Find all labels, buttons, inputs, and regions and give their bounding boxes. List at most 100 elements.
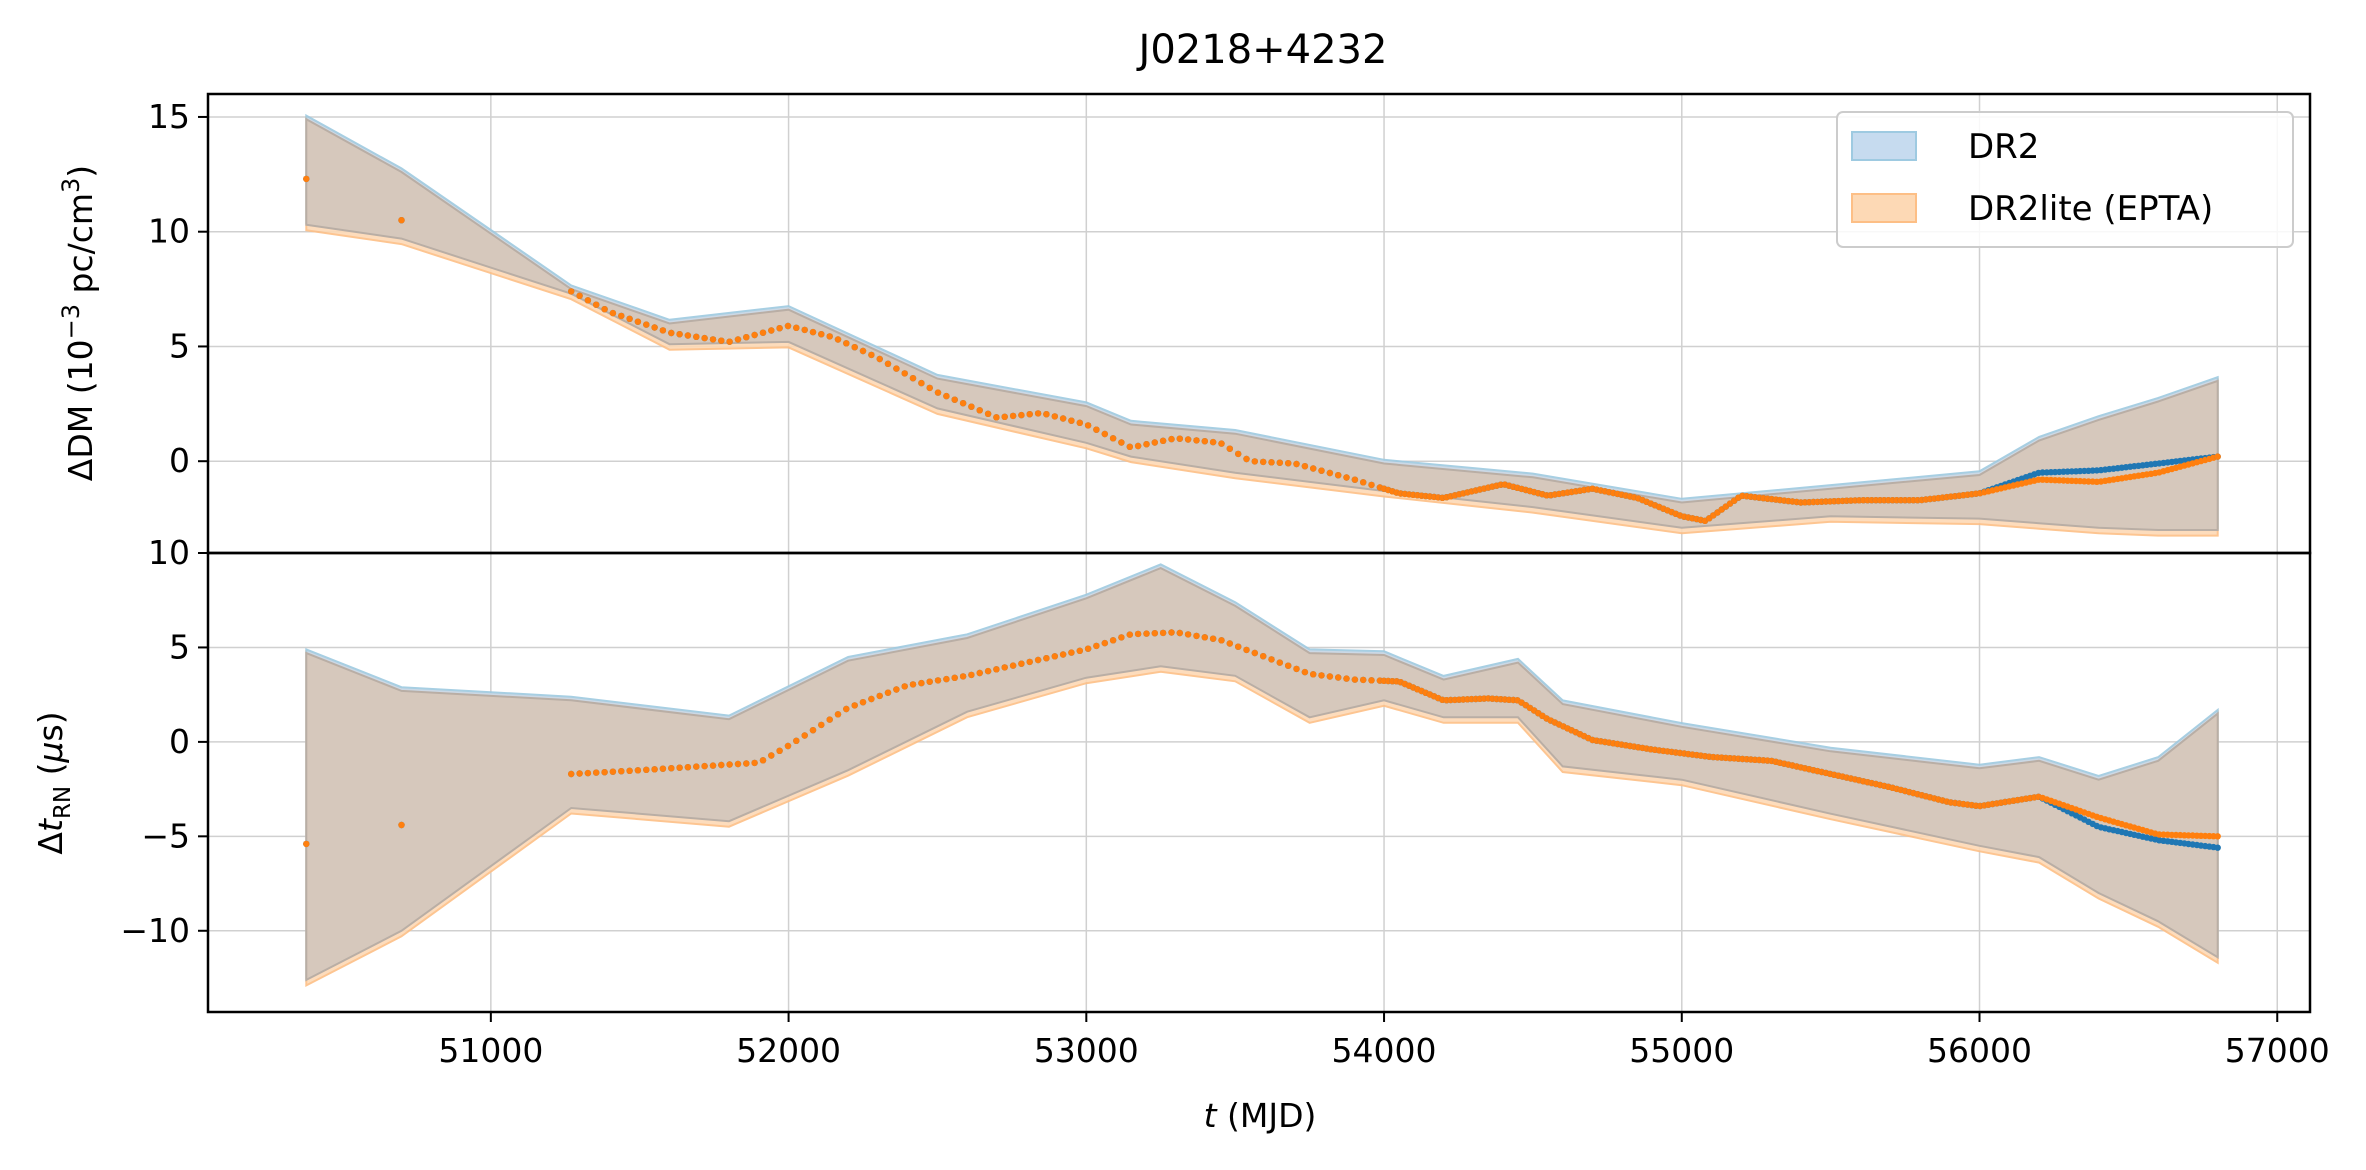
- point-dr2lite: [303, 840, 310, 848]
- point-dr2lite: [1168, 629, 1175, 636]
- point-dr2lite: [751, 759, 758, 767]
- panel-dm: 0 5 10 15: [148, 94, 2310, 553]
- point-dr2lite: [1101, 639, 1109, 647]
- point-dr2lite: [1226, 640, 1234, 647]
- point-dr2lite: [1318, 467, 1325, 474]
- point-dr2lite: [743, 334, 750, 341]
- point-dr2lite: [1368, 481, 1375, 489]
- point-dr2: [2214, 844, 2221, 851]
- point-dr2lite: [651, 766, 658, 773]
- point-dr2lite: [1218, 637, 1225, 644]
- y-tick-label: −5: [141, 816, 190, 855]
- point-dr2lite: [1059, 651, 1067, 658]
- point-dr2lite: [709, 762, 717, 769]
- y-tick-label: 15: [148, 97, 190, 136]
- point-dr2lite: [851, 344, 858, 351]
- point-dr2lite: [626, 767, 633, 774]
- y-tick-label: 0: [169, 441, 190, 480]
- legend-label-dr2lite: DR2lite (EPTA): [1968, 189, 2213, 229]
- point-dr2lite: [959, 400, 967, 407]
- point-dr2lite: [1201, 438, 1209, 445]
- point-dr2lite: [993, 666, 1000, 673]
- point-dr2lite: [943, 675, 950, 683]
- point-dr2lite: [718, 761, 725, 769]
- point-dr2lite: [909, 681, 917, 688]
- point-dr2lite: [1276, 459, 1284, 466]
- legend-frame: [1836, 111, 2294, 248]
- point-dr2lite: [1051, 653, 1059, 660]
- point-dr2lite: [1209, 438, 1217, 446]
- point-dr2lite: [593, 769, 600, 776]
- point-dr2lite: [1009, 412, 1017, 420]
- point-dr2lite: [1001, 664, 1008, 671]
- point-dr2lite: [868, 695, 875, 703]
- point-dr2lite: [1043, 411, 1050, 418]
- point-dr2lite: [1159, 437, 1167, 444]
- point-dr2lite: [951, 674, 958, 681]
- point-dr2lite: [1243, 455, 1250, 463]
- y-tick-label: 10: [148, 212, 190, 251]
- point-dr2lite: [984, 667, 992, 675]
- point-dr2lite: [1159, 629, 1167, 637]
- point-dr2lite: [934, 677, 942, 684]
- point-dr2lite: [801, 326, 808, 334]
- point-dr2lite: [734, 336, 742, 343]
- point-dr2lite: [784, 742, 792, 750]
- point-dr2lite: [1126, 443, 1134, 450]
- y-ticks-bottom: −10 −5 0 5 10: [120, 533, 208, 950]
- point-dr2lite: [726, 338, 733, 345]
- point-dr2lite: [818, 331, 825, 338]
- point-dr2lite: [926, 384, 933, 392]
- point-dr2lite: [1301, 668, 1309, 676]
- point-dr2lite: [1143, 630, 1150, 637]
- point-dr2lite: [643, 321, 650, 328]
- x-tick-label: 54000: [1332, 1031, 1437, 1070]
- point-dr2lite: [651, 324, 658, 331]
- point-dr2lite: [1093, 426, 1100, 433]
- band-overlap: [305, 117, 2219, 531]
- point-dr2lite: [868, 351, 875, 359]
- point-dr2lite: [768, 752, 775, 759]
- x-tick-label: 53000: [1034, 1031, 1139, 1070]
- point-dr2lite: [959, 673, 967, 680]
- point-dr2lite: [659, 327, 667, 334]
- point-dr2lite: [1059, 415, 1067, 422]
- point-dr2lite: [751, 331, 758, 339]
- point-dr2lite: [709, 336, 717, 343]
- point-dr2lite: [801, 732, 808, 739]
- point-dr2lite: [1151, 439, 1159, 446]
- point-dr2lite: [1118, 634, 1125, 641]
- point-dr2lite: [909, 375, 917, 382]
- point-dr2lite: [1301, 463, 1309, 470]
- point-dr2lite: [1109, 637, 1117, 644]
- point-dr2lite: [1134, 442, 1142, 450]
- point-dr2lite: [743, 760, 750, 767]
- point-dr2lite: [1134, 630, 1142, 638]
- point-dr2lite: [1310, 465, 1317, 472]
- point-dr2lite: [1235, 450, 1242, 458]
- x-tick-label: 55000: [1629, 1031, 1734, 1070]
- point-dr2lite: [576, 770, 583, 777]
- point-dr2lite: [1360, 676, 1367, 684]
- point-dr2lite: [1260, 458, 1267, 466]
- point-dr2lite: [1360, 479, 1367, 486]
- point-dr2lite: [734, 760, 742, 768]
- point-dr2lite: [659, 765, 667, 772]
- point-dr2lite: [584, 769, 592, 777]
- point-dr2lite: [1034, 410, 1042, 417]
- point-dr2lite: [1043, 655, 1050, 662]
- data-points-bottom: [303, 629, 2221, 851]
- point-dr2lite: [1235, 643, 1242, 650]
- point-dr2lite: [1118, 439, 1125, 446]
- legend-label-dr2: DR2: [1968, 127, 2039, 167]
- point-dr2lite: [893, 365, 900, 372]
- point-dr2lite: [634, 767, 642, 774]
- point-dr2lite: [793, 737, 800, 744]
- point-dr2lite: [303, 175, 310, 183]
- point-dr2lite: [1343, 474, 1350, 481]
- y-ticks-top: 0 5 10 15: [148, 97, 208, 480]
- point-dr2lite: [1009, 662, 1017, 669]
- point-dr2lite: [1126, 631, 1134, 638]
- point-dr2lite: [1243, 646, 1250, 654]
